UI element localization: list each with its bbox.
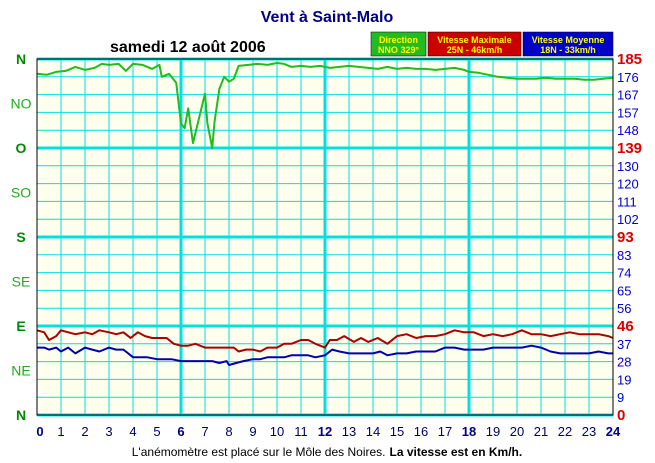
- legend-box: [427, 31, 522, 57]
- max-speed-line: [36, 329, 614, 353]
- hour-tick-label: 4: [129, 424, 136, 439]
- speed-tick-label: 185: [617, 51, 642, 68]
- legend-title: Vitesse Maximale: [437, 35, 511, 45]
- legend-box: [370, 31, 427, 57]
- direction-tick-label: O: [16, 140, 27, 156]
- speed-tick-label: 74: [617, 266, 631, 281]
- hour-tick-label: 2: [81, 424, 88, 439]
- hour-tick-label: 16: [414, 424, 428, 439]
- speed-tick-label: 102: [617, 212, 639, 227]
- hour-tick-label: 11: [294, 424, 308, 439]
- hour-tick-label: 14: [366, 424, 380, 439]
- plot-frame: [36, 58, 614, 416]
- direction-tick-label: E: [16, 318, 25, 334]
- hour-tick-label: 1: [57, 424, 64, 439]
- direction-axis: N NO O SO S SE E NE N: [11, 51, 32, 423]
- hour-tick-label: 12: [318, 424, 332, 439]
- speed-tick-label: 111: [617, 194, 637, 209]
- speed-tick-label: 0: [617, 407, 625, 424]
- hour-tick-label: 20: [510, 424, 524, 439]
- legend-value: 25N - 46km/h: [447, 45, 503, 55]
- speed-tick-label: 148: [617, 123, 639, 138]
- speed-tick-label: 83: [617, 248, 631, 263]
- series-layer: [36, 62, 614, 366]
- direction-line: [36, 62, 614, 149]
- direction-tick-label: N: [16, 407, 26, 423]
- speed-tick-label: 65: [617, 283, 631, 298]
- speed-tick-label: 46: [617, 318, 634, 335]
- hour-tick-label: 7: [201, 424, 208, 439]
- speed-tick-label: 93: [617, 229, 634, 246]
- hour-tick-label: 10: [270, 424, 284, 439]
- hour-tick-label: 3: [105, 424, 112, 439]
- hour-tick-label: 18: [462, 424, 476, 439]
- grid: [36, 57, 614, 417]
- direction-tick-label: S: [16, 229, 25, 245]
- speed-tick-label: 139: [617, 140, 642, 157]
- legend-title: Vitesse Moyenne: [532, 35, 605, 45]
- direction-tick-label: N: [16, 51, 26, 67]
- hour-tick-label: 13: [342, 424, 356, 439]
- date-label: samedi 12 août 2006: [110, 39, 266, 56]
- hour-tick-label: 15: [390, 424, 404, 439]
- hour-tick-label: 17: [438, 424, 452, 439]
- mean-speed-line: [37, 344, 613, 366]
- direction-tick-label: NE: [11, 363, 30, 379]
- speed-axis: 185 176 167 157 148 139 130 120 111 102 93 83 74 65 56…: [617, 51, 642, 424]
- speed-tick-label: 157: [617, 105, 639, 120]
- hour-tick-label: 23: [582, 424, 596, 439]
- hour-tick-label: 9: [249, 424, 256, 439]
- speed-tick-label: 19: [617, 372, 631, 387]
- direction-tick-label: SE: [12, 274, 31, 290]
- footer-text: L'anémomètre est placé sur le Môle des N…: [132, 445, 386, 459]
- legend-title: Direction: [379, 35, 418, 45]
- hour-tick-label: 5: [153, 424, 160, 439]
- chart-title: Vent à Saint-Malo: [261, 9, 394, 26]
- speed-tick-label: 176: [617, 70, 639, 85]
- hour-tick-label: 8: [225, 424, 232, 439]
- speed-tick-label: 56: [617, 301, 631, 316]
- footer-note: L'anémomètre est placé sur le Môle des N…: [132, 445, 522, 459]
- hour-tick-label: 19: [486, 424, 500, 439]
- legend-value: NNO 329°: [378, 45, 420, 55]
- footer-bold-text: La vitesse est en Km/h.: [390, 445, 523, 459]
- hour-axis: 0 1 2 3 4 5 6 7 8 9 10 11 12 13 14 15 16 17 18 19 20 21 22 23 24: [36, 424, 621, 439]
- speed-tick-label: 167: [617, 88, 639, 103]
- direction-tick-label: NO: [11, 96, 32, 112]
- hour-tick-label: 0: [36, 424, 43, 439]
- speed-tick-label: 28: [617, 355, 631, 370]
- hour-tick-label: 21: [534, 424, 548, 439]
- direction-tick-label: SO: [11, 185, 31, 201]
- hour-tick-label: 24: [606, 424, 621, 439]
- hour-tick-label: 6: [177, 424, 184, 439]
- hour-tick-label: 22: [558, 424, 572, 439]
- speed-tick-label: 9: [617, 390, 624, 405]
- legend-value: 18N - 33km/h: [540, 45, 596, 55]
- speed-tick-label: 130: [617, 159, 639, 174]
- speed-tick-label: 37: [617, 337, 631, 352]
- speed-tick-label: 120: [617, 177, 639, 192]
- legend-box: [522, 31, 614, 57]
